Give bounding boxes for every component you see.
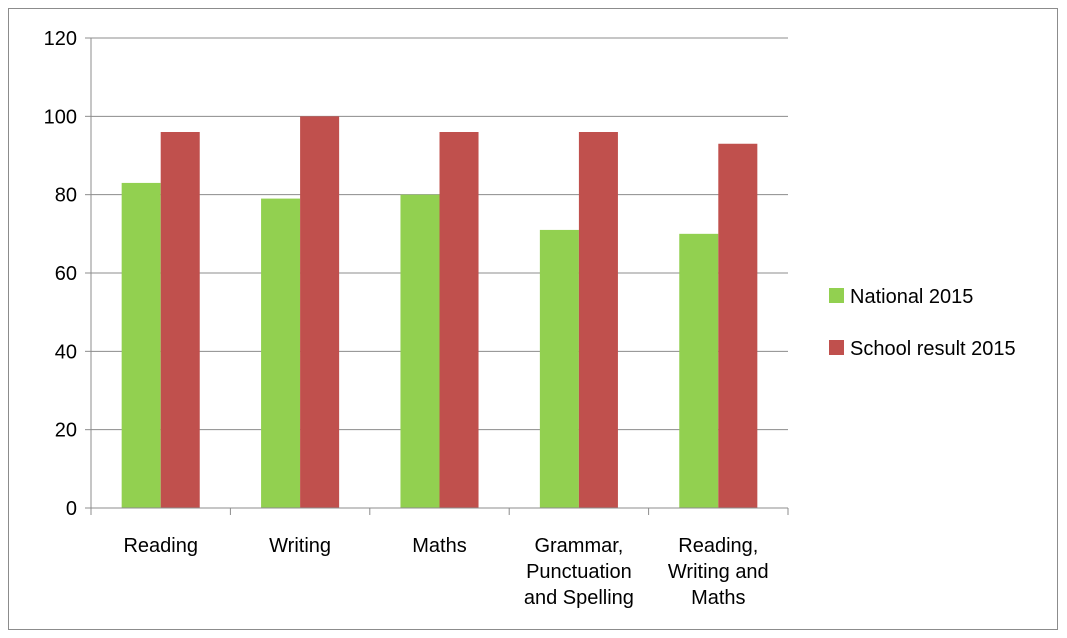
x-tick-label-line: Reading, — [678, 535, 758, 557]
y-tick-labels: 0 20 40 60 80 100 120 — [44, 28, 77, 520]
bar-national-2 — [400, 194, 440, 508]
y-tick-label: 20 — [55, 420, 77, 442]
x-tick-label-line: Writing — [269, 535, 331, 557]
legend: National 2015 School result 2015 — [829, 286, 1016, 360]
x-tick-label-line: Maths — [412, 535, 466, 557]
bar-school-1 — [300, 116, 340, 508]
legend-label: National 2015 — [850, 286, 973, 308]
bar-national-0 — [121, 182, 161, 508]
bar-school-2 — [439, 132, 479, 508]
x-tick-label-line: Punctuation — [526, 561, 632, 583]
x-tick-label: Maths — [412, 535, 466, 557]
y-tick-label: 60 — [55, 263, 77, 285]
bar-national-4 — [679, 233, 719, 509]
y-tick-label: 120 — [44, 28, 77, 50]
bar-national-3 — [539, 229, 579, 508]
axes — [85, 37, 789, 515]
y-tick-label: 100 — [44, 106, 77, 128]
legend-swatch — [829, 340, 844, 355]
legend-swatch — [829, 288, 844, 303]
x-tick-label-line: and Spelling — [524, 587, 634, 609]
x-tick-label-line: Grammar, — [534, 535, 623, 557]
y-tick-label: 80 — [55, 185, 77, 207]
legend-label: School result 2015 — [850, 338, 1016, 360]
x-tick-label: Grammar, Punctuation and Spelling — [524, 535, 634, 609]
x-tick-labels: Reading Writing Maths Grammar, Punctuation an… — [123, 535, 768, 609]
x-tick-label-line: Writing and — [668, 561, 769, 583]
bars — [121, 116, 758, 509]
x-tick-label-line: Maths — [691, 587, 745, 609]
gridlines — [91, 37, 788, 431]
bar-school-4 — [718, 143, 758, 508]
x-tick-label: Reading, Writing and Maths — [668, 535, 769, 609]
bar-school-0 — [160, 132, 200, 508]
bar-national-1 — [261, 198, 301, 509]
y-tick-label: 40 — [55, 341, 77, 363]
y-tick-label: 0 — [66, 498, 77, 520]
x-tick-label: Reading — [123, 535, 198, 557]
x-tick-label-line: Reading — [123, 535, 198, 557]
x-tick-label: Writing — [269, 535, 331, 557]
bar-school-3 — [578, 132, 618, 508]
